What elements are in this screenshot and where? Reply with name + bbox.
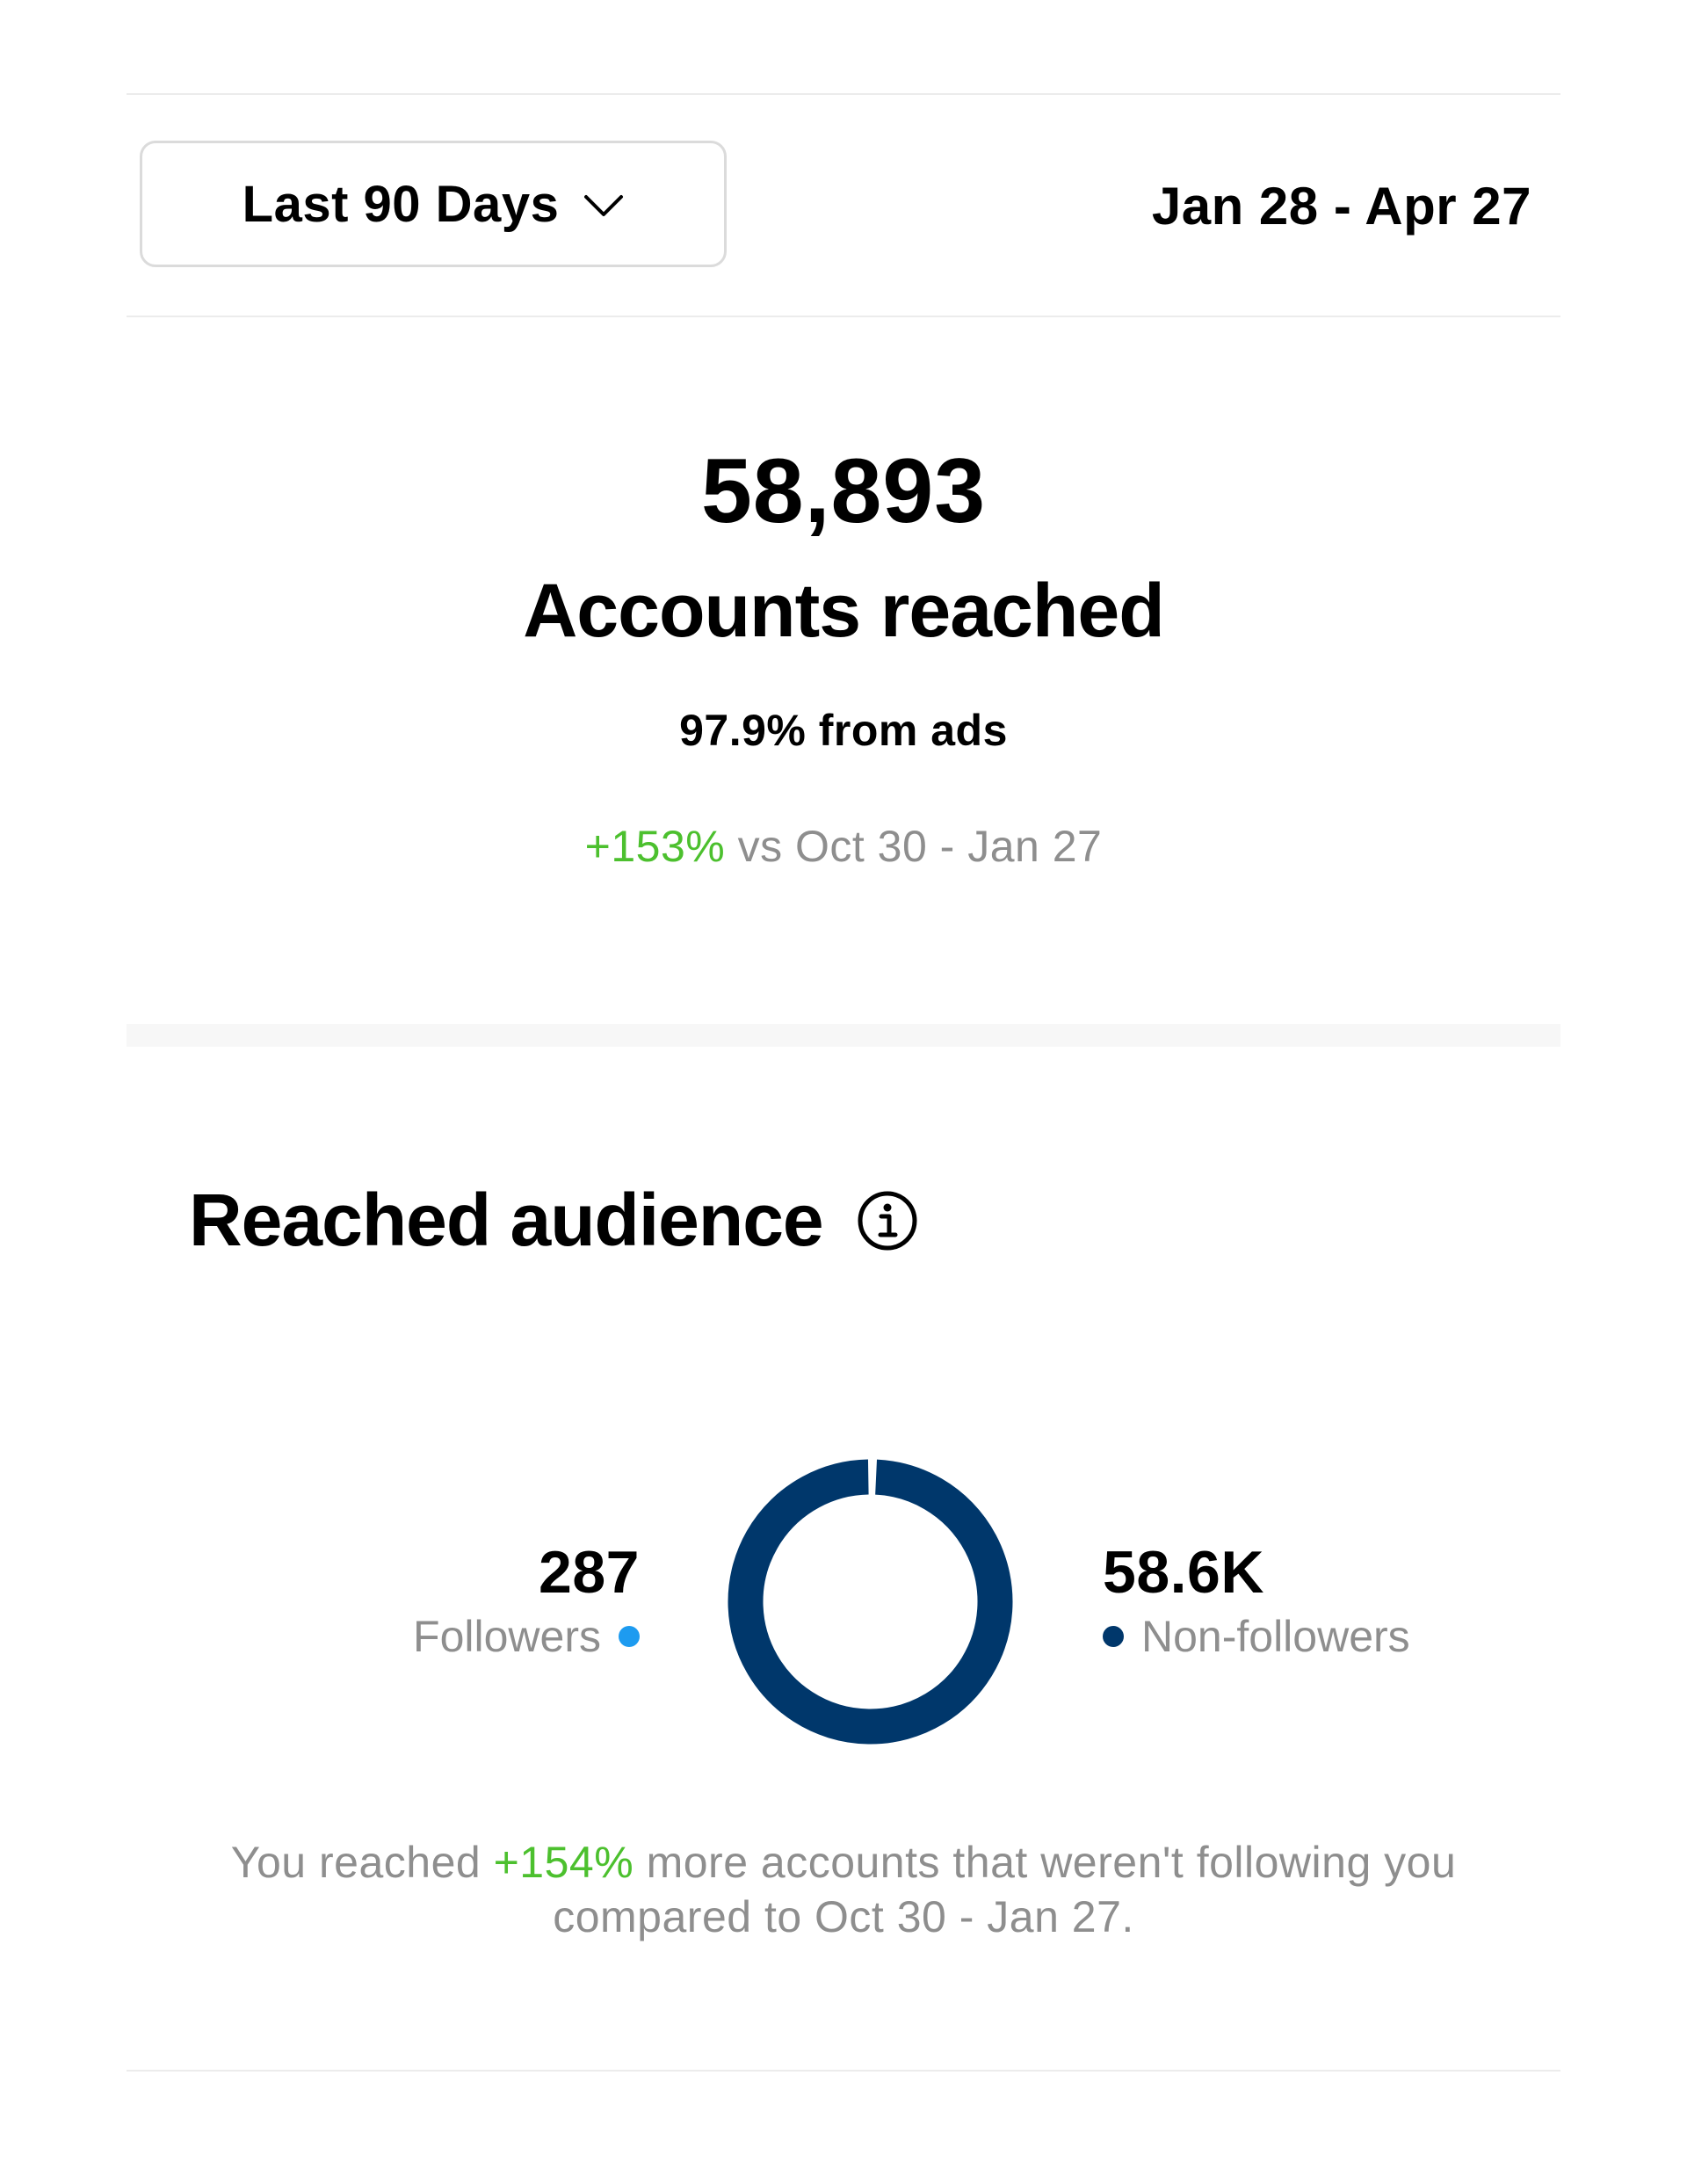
date-range-dropdown[interactable]: Last 90 Days [140,141,727,267]
footnote-suffix: more accounts that weren't following you [634,1838,1457,1887]
non-followers-dot [1103,1625,1124,1647]
audience-footnote: You reached +154% more accounts that wer… [0,1835,1687,1944]
section-separator [127,1024,1560,1047]
followers-legend: Followers [413,1611,640,1662]
date-range-dropdown-label: Last 90 Days [242,175,560,233]
reached-audience-header: Reached audience [189,1178,918,1263]
non-followers-legend: Non-followers [1103,1611,1410,1662]
comparison-change: +153% [584,822,726,871]
header-divider [127,316,1560,317]
footnote-line2: compared to Oct 30 - Jan 27. [553,1892,1134,1941]
footnote-prefix: You reached [230,1838,494,1887]
ads-share-text: 97.9% from ads [679,706,1008,755]
followers-label: Followers [413,1611,601,1661]
followers-dot [619,1625,640,1647]
followers-value: 287 [539,1539,640,1606]
bottom-divider [127,2070,1560,2072]
info-icon[interactable] [857,1190,918,1252]
top-divider [127,93,1560,95]
comparison-period: vs Oct 30 - Jan 27 [725,822,1103,871]
section-title: Reached audience [189,1179,824,1261]
non-followers-value: 58.6K [1103,1539,1264,1606]
followers-stat: 287 Followers [413,1540,640,1662]
footnote-change: +154% [493,1838,634,1887]
accounts-reached-label: Accounts reached [523,569,1165,653]
audience-donut-chart [728,1459,1013,1745]
non-followers-stat: 58.6K Non-followers [1103,1540,1410,1662]
accounts-reached-value: 58,893 [700,440,987,542]
donut-slice-non-followers [728,1459,1013,1745]
non-followers-label: Non-followers [1141,1611,1410,1661]
chevron-down-icon [583,190,624,218]
date-range-text: Jan 28 - Apr 27 [1151,177,1531,236]
comparison-text: +153% vs Oct 30 - Jan 27 [0,821,1687,872]
